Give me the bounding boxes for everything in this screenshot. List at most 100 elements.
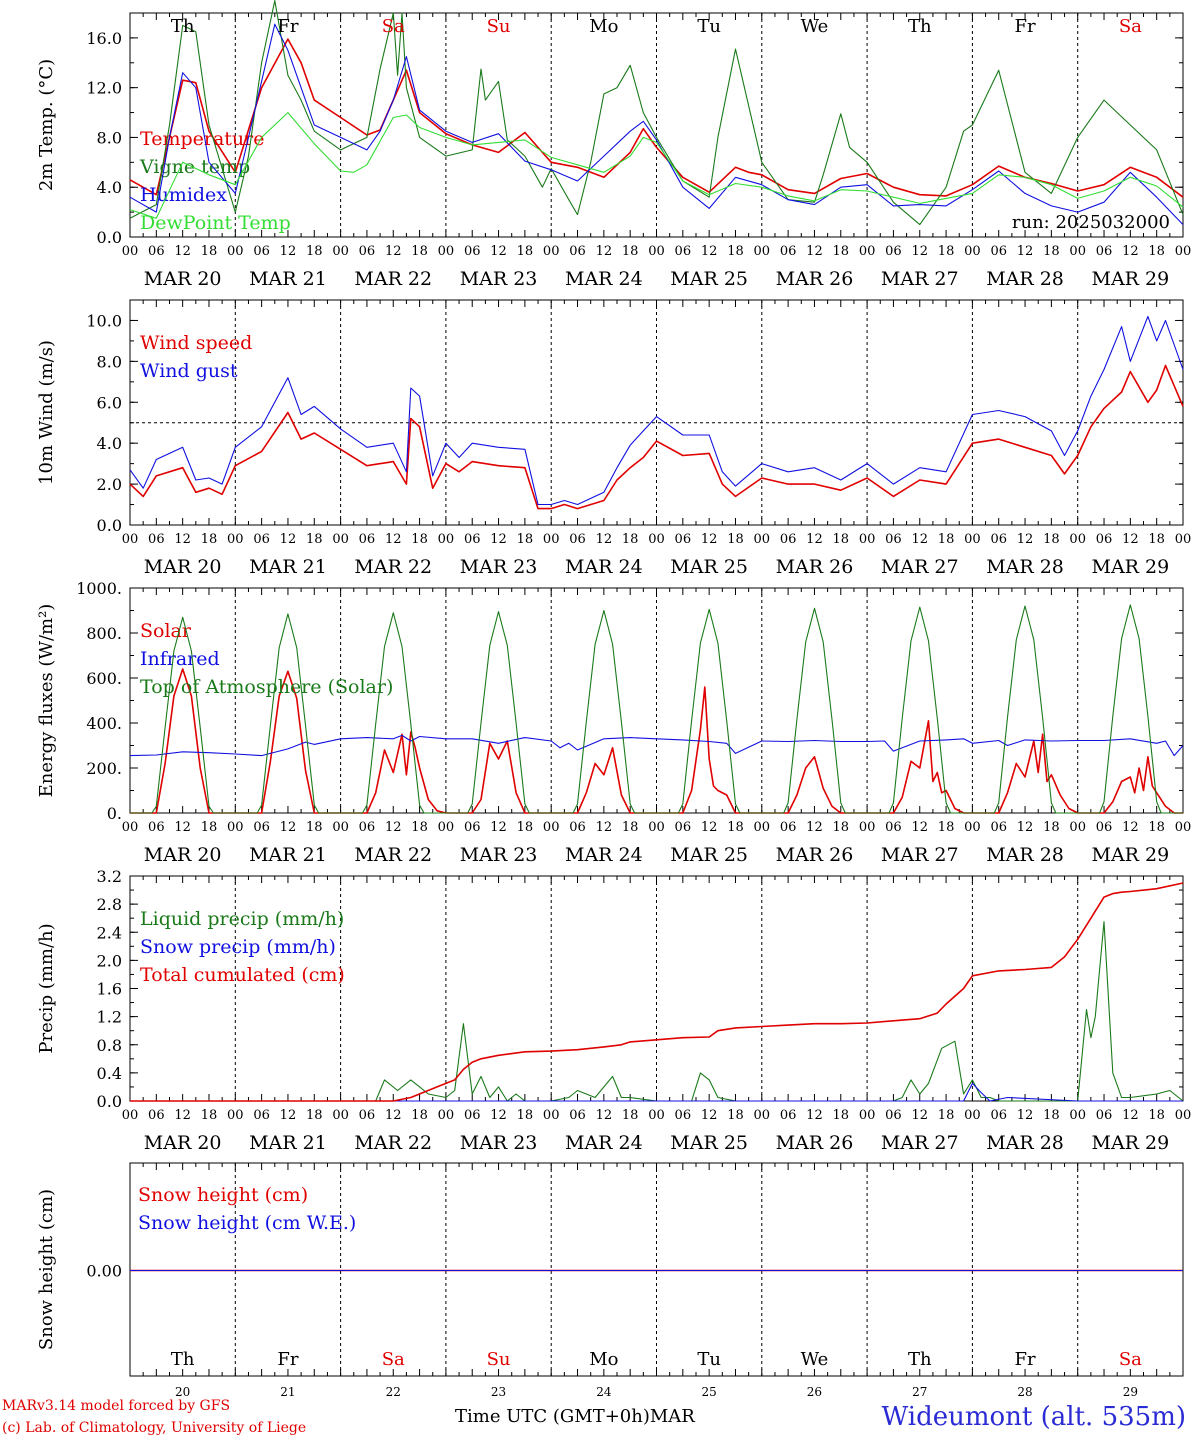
hour-tick-label: 12 — [280, 532, 297, 547]
hour-tick-label: 06 — [464, 532, 481, 547]
hour-tick-label: 00 — [438, 244, 455, 259]
date-label: MAR 28 — [986, 1132, 1064, 1154]
hour-tick-label: 18 — [517, 244, 534, 259]
hour-tick-label: 12 — [1122, 244, 1139, 259]
y-tick-label: 4.0 — [97, 178, 122, 197]
hour-tick-label: 00 — [754, 820, 771, 835]
panel-3: 0. 200. 400. 600. 800. 1000. Energy fluxes (W/… — [36, 579, 1191, 866]
hour-tick-label: 18 — [938, 244, 955, 259]
hour-tick-label: 00 — [648, 532, 665, 547]
hour-tick-label: 12 — [911, 1108, 928, 1123]
date-label: MAR 28 — [986, 844, 1064, 866]
weekday-label: Fr — [277, 1349, 298, 1370]
hour-tick-label: 00 — [227, 244, 244, 259]
series-line — [130, 882, 1184, 1102]
hour-tick-label: 00 — [1175, 244, 1192, 259]
series-line — [130, 1082, 1183, 1102]
weekday-label: Th — [908, 16, 932, 37]
hour-tick-label: 06 — [675, 244, 692, 259]
hour-tick-label: 06 — [253, 1108, 270, 1123]
hour-tick-label: 00 — [227, 1108, 244, 1123]
legend-entry: Snow precip (mm/h) — [140, 936, 336, 958]
date-label: MAR 27 — [881, 844, 959, 866]
date-label: MAR 21 — [249, 1132, 327, 1154]
weekday-label: Fr — [1015, 1349, 1036, 1370]
hour-tick-label: 06 — [780, 244, 797, 259]
hour-tick-label: 06 — [464, 1108, 481, 1123]
hour-tick-label: 18 — [411, 532, 428, 547]
hour-tick-label: 12 — [911, 244, 928, 259]
hour-tick-label: 12 — [911, 532, 928, 547]
hour-tick-label: 18 — [201, 532, 218, 547]
hour-tick-label: 18 — [833, 1108, 850, 1123]
hour-tick-label: 12 — [385, 244, 402, 259]
y-axis-label: 10m Wind (m/s) — [36, 340, 57, 485]
hour-tick-label: 12 — [490, 532, 507, 547]
hour-tick-label: 06 — [359, 1108, 376, 1123]
hour-tick-label: 18 — [306, 1108, 323, 1123]
weekday-label: Th — [908, 1349, 932, 1370]
hour-tick-label: 18 — [938, 820, 955, 835]
hour-tick-label: 12 — [701, 820, 718, 835]
y-tick-label: 0.0 — [97, 1092, 122, 1111]
hour-tick-label: 06 — [1096, 244, 1113, 259]
hour-tick-label: 00 — [964, 532, 981, 547]
date-label: MAR 28 — [986, 268, 1064, 290]
series-line — [129, 734, 1184, 757]
hour-tick-label: 00 — [332, 1108, 349, 1123]
hour-tick-label: 12 — [806, 1108, 823, 1123]
weekday-label: Sa — [1119, 16, 1142, 37]
day-number-label: 25 — [702, 1385, 717, 1399]
hour-tick-label: 00 — [859, 820, 876, 835]
y-tick-label: 400. — [86, 714, 122, 733]
legend-entry: Wind gust — [140, 360, 238, 382]
y-tick-label: 16.0 — [86, 29, 122, 48]
legend-entry: Top of Atmosphere (Solar) — [140, 676, 393, 698]
hour-tick-label: 00 — [1175, 820, 1192, 835]
hour-tick-label: 00 — [332, 532, 349, 547]
hour-tick-label: 06 — [885, 244, 902, 259]
hour-tick-label: 12 — [596, 1108, 613, 1123]
hour-tick-label: 06 — [464, 244, 481, 259]
hour-tick-label: 18 — [201, 244, 218, 259]
legend-entry: Total cumulated (cm) — [140, 964, 345, 986]
hour-tick-label: 06 — [990, 1108, 1007, 1123]
hour-tick-label: 18 — [622, 820, 639, 835]
series-line — [129, 112, 1184, 219]
hour-tick-label: 18 — [1148, 244, 1165, 259]
hour-tick-label: 06 — [148, 1108, 165, 1123]
y-tick-label: 600. — [86, 669, 122, 688]
hour-tick-label: 12 — [280, 1108, 297, 1123]
date-label: MAR 23 — [460, 1132, 538, 1154]
hour-tick-label: 00 — [122, 244, 139, 259]
y-tick-label: 6.0 — [97, 393, 122, 412]
y-tick-label: 200. — [86, 759, 122, 778]
date-label: MAR 27 — [881, 1132, 959, 1154]
hour-tick-label: 06 — [569, 1108, 586, 1123]
hour-tick-label: 18 — [622, 244, 639, 259]
day-number-label: 26 — [807, 1385, 822, 1399]
hour-tick-label: 18 — [306, 532, 323, 547]
hour-tick-label: 18 — [201, 820, 218, 835]
date-label: MAR 22 — [354, 268, 432, 290]
date-label: MAR 23 — [460, 844, 538, 866]
day-number-label: 24 — [596, 1385, 612, 1399]
hour-tick-label: 06 — [1096, 1108, 1113, 1123]
date-label: MAR 20 — [144, 844, 222, 866]
hour-tick-label: 18 — [411, 1108, 428, 1123]
weekday-label: Su — [487, 16, 511, 37]
date-label: MAR 23 — [460, 268, 538, 290]
hour-tick-label: 12 — [385, 820, 402, 835]
day-number-label: 28 — [1017, 1385, 1032, 1399]
hour-tick-label: 00 — [859, 532, 876, 547]
date-label: MAR 29 — [1091, 844, 1169, 866]
hour-tick-label: 12 — [1017, 244, 1034, 259]
weekday-label: Su — [487, 1349, 511, 1370]
hour-tick-label: 06 — [569, 244, 586, 259]
hour-tick-label: 06 — [990, 820, 1007, 835]
footer-copyright: (c) Lab. of Climatology, University of L… — [2, 1420, 307, 1436]
hour-tick-label: 06 — [359, 532, 376, 547]
hour-tick-label: 12 — [911, 820, 928, 835]
y-tick-label: 0. — [107, 804, 122, 823]
hour-tick-label: 00 — [754, 532, 771, 547]
